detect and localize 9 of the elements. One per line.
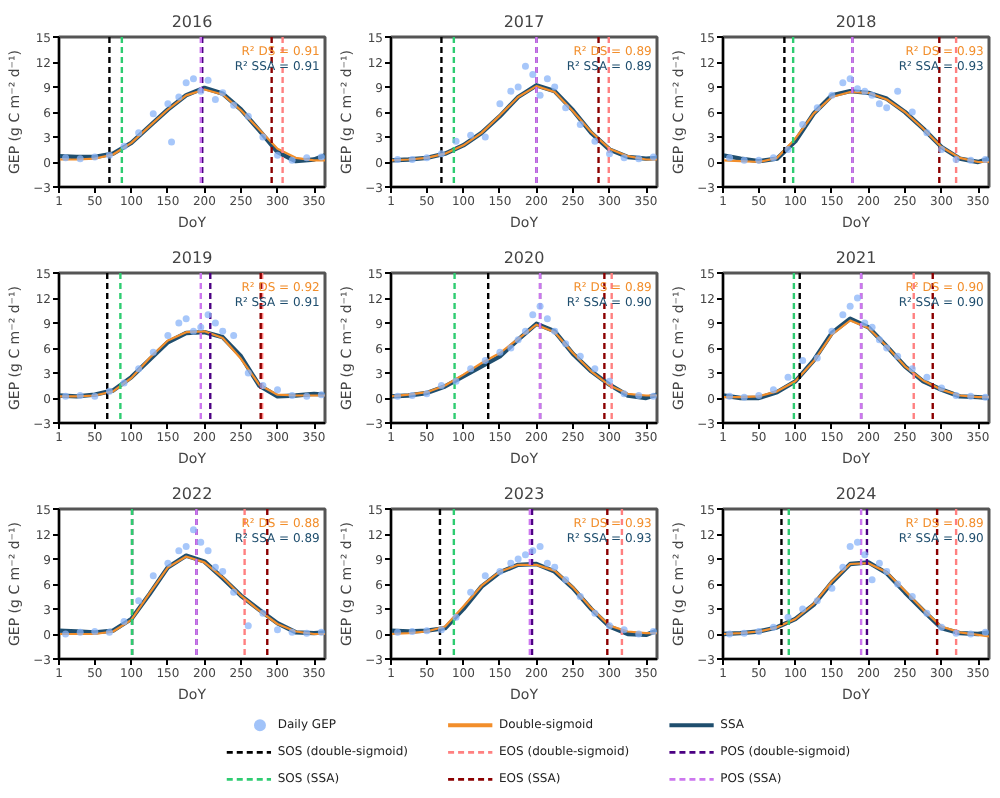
chart-title: 2018: [835, 13, 877, 31]
chart-title: 2023: [503, 485, 545, 503]
chart-title: 2017: [503, 13, 545, 31]
chart-title: 2019: [171, 249, 213, 267]
chart-title: 2016: [171, 13, 213, 31]
chart-title: 2020: [503, 249, 545, 267]
chart-title: 2022: [171, 485, 213, 503]
chart-title: 2024: [835, 485, 877, 503]
chart-title: 2021: [835, 249, 877, 267]
